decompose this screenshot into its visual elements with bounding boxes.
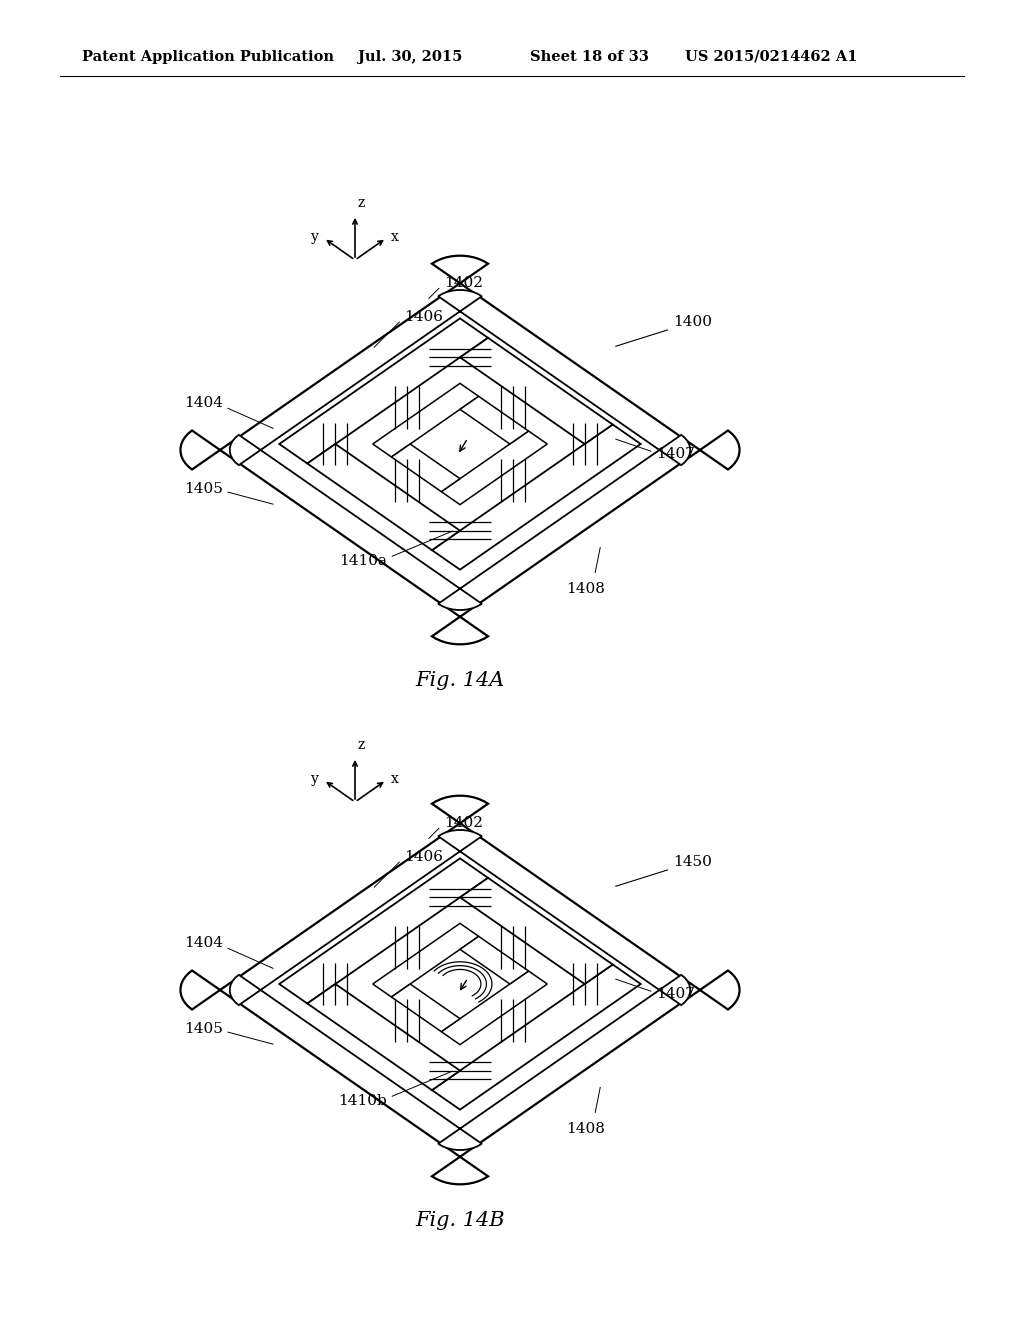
Text: z: z — [358, 738, 366, 752]
Text: Sheet 18 of 33: Sheet 18 of 33 — [530, 50, 649, 63]
Text: 1408: 1408 — [566, 582, 604, 597]
Polygon shape — [229, 290, 690, 610]
Polygon shape — [280, 858, 488, 1003]
Polygon shape — [391, 444, 460, 491]
Text: 1410a: 1410a — [339, 554, 387, 568]
Polygon shape — [391, 983, 460, 1032]
Polygon shape — [280, 318, 488, 463]
Text: y: y — [311, 772, 318, 785]
Text: 1404: 1404 — [184, 936, 223, 950]
Polygon shape — [180, 796, 739, 1184]
Polygon shape — [432, 425, 641, 570]
Text: 1408: 1408 — [566, 1122, 604, 1137]
Polygon shape — [229, 830, 690, 1150]
Polygon shape — [307, 983, 460, 1090]
Polygon shape — [180, 256, 739, 644]
Polygon shape — [373, 383, 478, 457]
Text: US 2015/0214462 A1: US 2015/0214462 A1 — [685, 50, 857, 63]
Polygon shape — [460, 396, 528, 444]
Polygon shape — [432, 965, 641, 1110]
Text: x: x — [391, 772, 399, 785]
Text: 1400: 1400 — [615, 315, 712, 346]
Text: 1402: 1402 — [443, 276, 483, 290]
Polygon shape — [307, 444, 460, 550]
Polygon shape — [460, 936, 528, 983]
Polygon shape — [373, 924, 478, 997]
Text: 1406: 1406 — [404, 850, 443, 865]
Polygon shape — [460, 338, 612, 444]
Text: 1405: 1405 — [184, 482, 223, 496]
Text: Fig. 14B: Fig. 14B — [415, 1210, 505, 1229]
Text: 1402: 1402 — [443, 816, 483, 830]
Text: 1404: 1404 — [184, 396, 223, 411]
Text: z: z — [358, 195, 366, 210]
Text: Fig. 14A: Fig. 14A — [416, 671, 505, 689]
Text: Jul. 30, 2015: Jul. 30, 2015 — [358, 50, 463, 63]
Polygon shape — [460, 878, 612, 983]
Text: y: y — [311, 230, 318, 244]
Text: 1450: 1450 — [615, 855, 712, 886]
Polygon shape — [441, 972, 547, 1044]
Text: 1407: 1407 — [655, 987, 694, 1001]
Text: x: x — [391, 230, 399, 244]
Text: Patent Application Publication: Patent Application Publication — [82, 50, 334, 63]
Text: 1410b: 1410b — [339, 1094, 387, 1109]
Text: 1407: 1407 — [655, 447, 694, 461]
Text: 1405: 1405 — [184, 1022, 223, 1036]
Polygon shape — [441, 432, 547, 504]
Text: 1406: 1406 — [404, 310, 443, 325]
